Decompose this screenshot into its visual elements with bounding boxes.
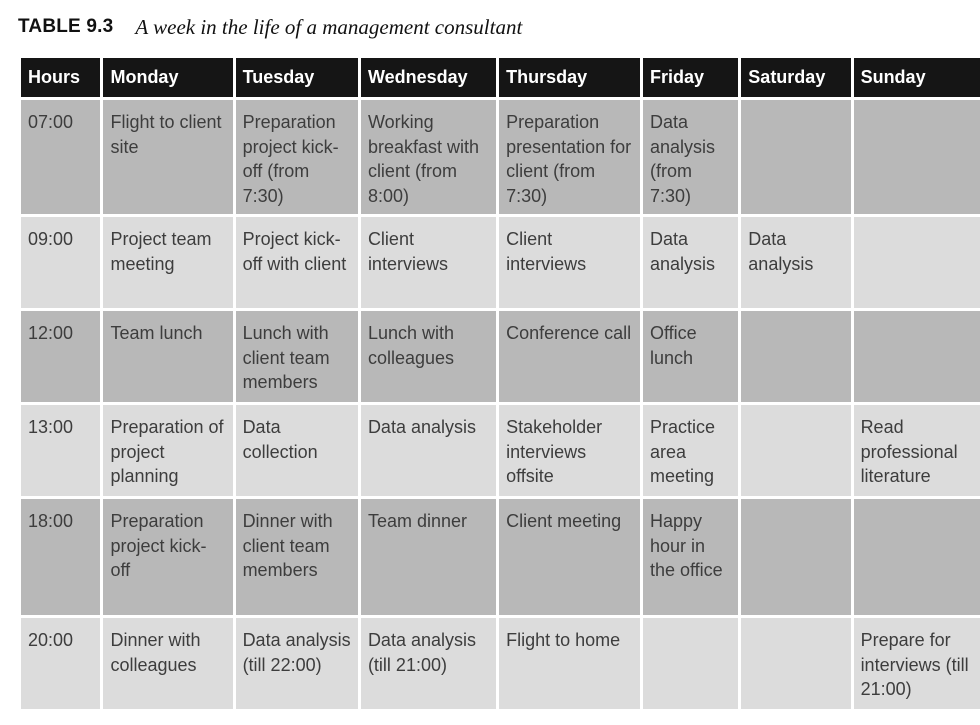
column-header-friday: Friday bbox=[642, 58, 739, 97]
column-header-sunday: Sunday bbox=[853, 58, 980, 97]
table-row: 18:00 Preparation project kick-off Dinne… bbox=[21, 499, 980, 615]
hour-cell: 12:00 bbox=[21, 311, 101, 402]
tuesday-cell: Preparation project kick-off (from 7:30) bbox=[235, 100, 358, 214]
friday-cell: Practice area meeting bbox=[642, 405, 739, 496]
wednesday-cell: Data analysis bbox=[360, 405, 497, 496]
thursday-cell: Client interviews bbox=[499, 217, 640, 308]
table-row: 13:00 Preparation of project planning Da… bbox=[21, 405, 980, 496]
table-caption: TABLE 9.3 A week in the life of a manage… bbox=[18, 12, 522, 42]
tuesday-cell: Data collection bbox=[235, 405, 358, 496]
header-row: Hours Monday Tuesday Wednesday Thursday … bbox=[21, 58, 980, 97]
hour-cell: 20:00 bbox=[21, 618, 101, 709]
friday-cell: Data analysis bbox=[642, 217, 739, 308]
saturday-cell bbox=[741, 311, 851, 402]
thursday-cell: Preparation presentation for client (fro… bbox=[499, 100, 640, 214]
monday-cell: Preparation of project planning bbox=[103, 405, 233, 496]
column-header-tuesday: Tuesday bbox=[235, 58, 358, 97]
tuesday-cell: Project kick-off with client bbox=[235, 217, 358, 308]
column-header-wednesday: Wednesday bbox=[360, 58, 497, 97]
friday-cell: Office lunch bbox=[642, 311, 739, 402]
weekly-schedule-table: Hours Monday Tuesday Wednesday Thursday … bbox=[18, 55, 980, 712]
monday-cell: Flight to client site bbox=[103, 100, 233, 214]
tuesday-cell: Data analysis (till 22:00) bbox=[235, 618, 358, 709]
monday-cell: Preparation project kick-off bbox=[103, 499, 233, 615]
sunday-cell bbox=[853, 217, 980, 308]
column-header-thursday: Thursday bbox=[499, 58, 640, 97]
hour-cell: 13:00 bbox=[21, 405, 101, 496]
table-title: A week in the life of a management consu… bbox=[135, 14, 523, 39]
column-header-saturday: Saturday bbox=[741, 58, 851, 97]
hour-cell: 07:00 bbox=[21, 100, 101, 214]
tuesday-cell: Dinner with client team members bbox=[235, 499, 358, 615]
wednesday-cell: Client interviews bbox=[360, 217, 497, 308]
column-header-monday: Monday bbox=[103, 58, 233, 97]
thursday-cell: Client meeting bbox=[499, 499, 640, 615]
friday-cell: Data analysis (from 7:30) bbox=[642, 100, 739, 214]
saturday-cell bbox=[741, 405, 851, 496]
sunday-cell bbox=[853, 499, 980, 615]
hour-cell: 09:00 bbox=[21, 217, 101, 308]
table-row: 12:00 Team lunch Lunch with client team … bbox=[21, 311, 980, 402]
saturday-cell bbox=[741, 618, 851, 709]
thursday-cell: Flight to home bbox=[499, 618, 640, 709]
thursday-cell: Stakeholder interviews offsite bbox=[499, 405, 640, 496]
monday-cell: Team lunch bbox=[103, 311, 233, 402]
saturday-cell bbox=[741, 100, 851, 214]
saturday-cell bbox=[741, 499, 851, 615]
wednesday-cell: Data analysis (till 21:00) bbox=[360, 618, 497, 709]
thursday-cell: Conference call bbox=[499, 311, 640, 402]
column-header-hours: Hours bbox=[21, 58, 101, 97]
sunday-cell: Read professional literature bbox=[853, 405, 980, 496]
friday-cell bbox=[642, 618, 739, 709]
saturday-cell: Data analysis bbox=[741, 217, 851, 308]
monday-cell: Project team meeting bbox=[103, 217, 233, 308]
sunday-cell bbox=[853, 311, 980, 402]
tuesday-cell: Lunch with client team members bbox=[235, 311, 358, 402]
wednesday-cell: Working breakfast with client (from 8:00… bbox=[360, 100, 497, 214]
sunday-cell bbox=[853, 100, 980, 214]
table-number: TABLE 9.3 bbox=[18, 16, 114, 37]
friday-cell: Happy hour in the office bbox=[642, 499, 739, 615]
table-row: 20:00 Dinner with colleagues Data analys… bbox=[21, 618, 980, 709]
wednesday-cell: Lunch with colleagues bbox=[360, 311, 497, 402]
table-row: 09:00 Project team meeting Project kick-… bbox=[21, 217, 980, 308]
sunday-cell: Prepare for interviews (till 21:00) bbox=[853, 618, 980, 709]
wednesday-cell: Team dinner bbox=[360, 499, 497, 615]
table-row: 07:00 Flight to client site Preparation … bbox=[21, 100, 980, 214]
hour-cell: 18:00 bbox=[21, 499, 101, 615]
monday-cell: Dinner with colleagues bbox=[103, 618, 233, 709]
